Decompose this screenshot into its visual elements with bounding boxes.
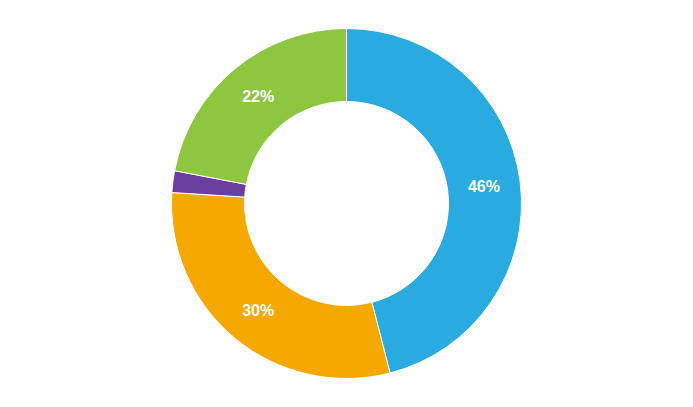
svg-text:22%: 22% xyxy=(242,88,274,105)
svg-text:46%: 46% xyxy=(468,178,500,195)
svg-text:30%: 30% xyxy=(242,302,274,319)
